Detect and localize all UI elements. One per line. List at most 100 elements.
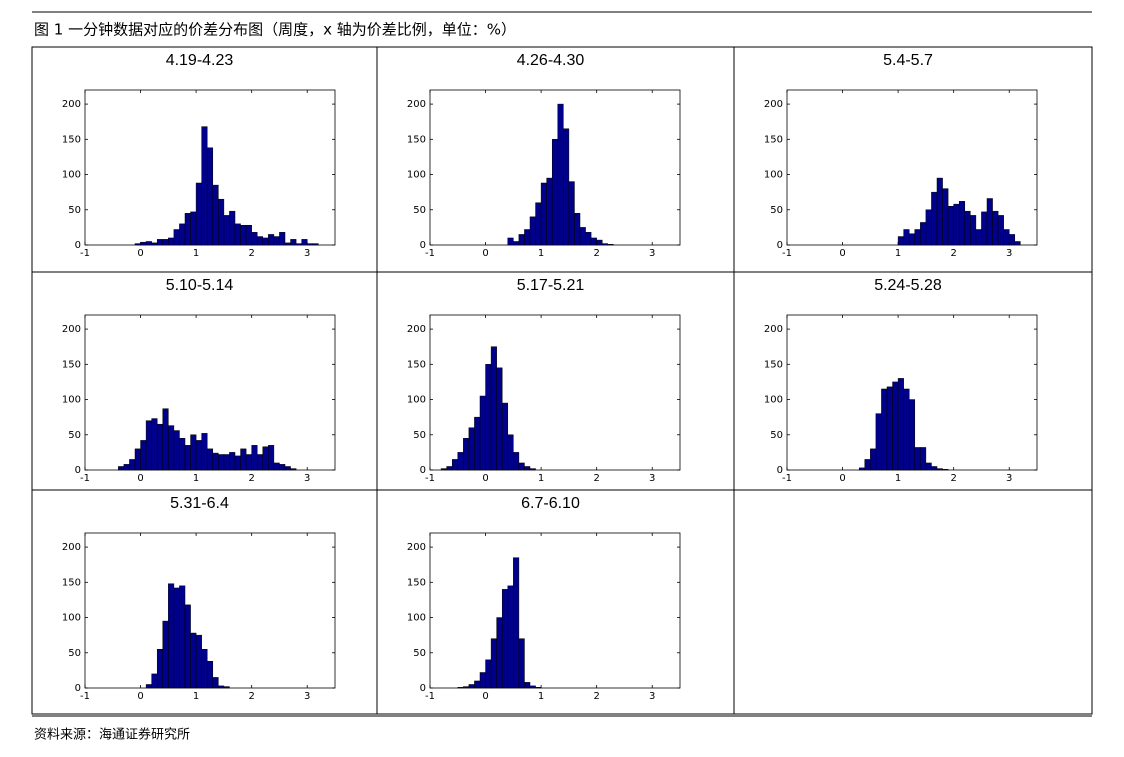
histogram-bar [535,687,542,689]
histogram-bar [568,181,575,246]
histogram-bar [468,427,475,471]
histogram-bar [306,243,314,246]
histogram-bar [212,677,219,689]
histogram-bar [485,364,492,471]
histogram-bar [1003,229,1010,246]
x-tick-label: 1 [538,473,544,484]
histogram-bar [914,229,921,246]
y-tick-label: 0 [420,465,426,476]
histogram-bar [496,617,503,689]
histogram-bar [468,684,475,689]
y-tick-label: 100 [62,395,81,406]
y-tick-label: 50 [770,430,783,441]
y-tick-label: 100 [62,613,81,624]
y-tick-label: 0 [420,240,426,251]
histogram-bar [513,452,520,471]
histogram-bar [179,223,186,246]
histogram-bar [535,202,542,246]
histogram-bar [173,587,180,689]
histogram-bar [975,229,982,246]
histogram-bar [914,447,921,471]
histogram-bar [212,452,219,471]
histogram-bar [518,462,525,471]
y-tick-label: 200 [62,542,81,553]
x-tick-label: 0 [482,473,488,484]
y-tick-label: 100 [407,170,426,181]
y-tick-label: 50 [68,205,81,216]
histogram-bar [585,232,592,246]
histogram-bar [540,182,547,246]
histogram-bar [245,454,252,471]
histogram-bar [145,420,152,471]
histogram-bar [273,462,280,471]
histogram-bar [195,182,202,246]
y-tick-label: 100 [62,170,81,181]
y-tick-label: 150 [62,577,81,588]
histogram-bar [179,438,186,471]
histogram-bar [590,237,597,246]
panel-title: 4.26-4.30 [517,52,585,69]
histogram-bar [145,241,152,246]
histogram-bar [184,604,191,689]
y-tick-label: 150 [764,359,783,370]
panel-title: 5.10-5.14 [166,277,234,294]
histogram-bar [942,188,949,246]
x-tick-label: -1 [425,248,435,259]
histogram-bar [518,234,525,246]
histogram-bar [229,210,236,246]
x-tick-label: 3 [304,248,310,259]
histogram-bar [234,455,241,471]
histogram-bar [596,239,603,246]
histogram-bar [301,239,308,246]
x-tick-label: 2 [950,248,956,259]
histogram-bar [134,448,141,471]
histogram-bar [229,452,236,471]
histogram-bar [864,459,871,471]
histogram-bar [908,399,916,471]
histogram-bar [524,229,531,246]
histogram-bar [953,203,960,246]
histogram-bar [123,464,130,471]
histogram-bar [920,222,927,246]
histogram-bar [507,585,514,689]
histogram-bar [256,236,264,246]
histogram-bar [970,215,977,246]
histogram-bar [290,239,297,246]
x-tick-label: -1 [80,691,90,702]
histogram-bar [529,216,536,246]
histogram-bar [551,139,559,246]
histogram-bar [479,395,486,471]
histogram-bar [218,685,225,689]
x-tick-label: 3 [649,473,655,484]
histogram-bar [875,413,882,471]
y-tick-label: 150 [62,134,81,145]
histogram-bar [513,241,520,246]
histogram-bar [908,233,916,246]
histogram-bar [190,211,197,246]
x-tick-label: 3 [304,473,310,484]
histogram-bar [223,686,230,689]
y-tick-label: 200 [764,99,783,110]
y-tick-label: 0 [75,683,81,694]
histogram-bar [936,468,943,471]
x-tick-label: 1 [193,691,199,702]
histogram-bar [925,209,932,246]
y-tick-label: 50 [770,205,783,216]
y-tick-label: 0 [777,465,783,476]
y-tick-label: 0 [420,683,426,694]
plot-frame [84,314,336,471]
histogram-bar [579,227,586,246]
figure-title: 图 1 一分钟数据对应的价差分布图（周度，x 轴为价差比例，单位：%） [34,21,516,39]
histogram-bar [981,211,988,246]
histogram-bar [284,466,291,471]
panel-title: 6.7-6.10 [521,495,580,512]
y-tick-label: 50 [68,430,81,441]
x-tick-label: 0 [482,248,488,259]
histogram-bar [245,225,252,246]
x-tick-label: 1 [538,248,544,259]
histogram-bar [992,210,999,246]
histogram-bar [563,128,570,246]
histogram-bar [507,237,514,246]
histogram-bar [1008,234,1016,246]
